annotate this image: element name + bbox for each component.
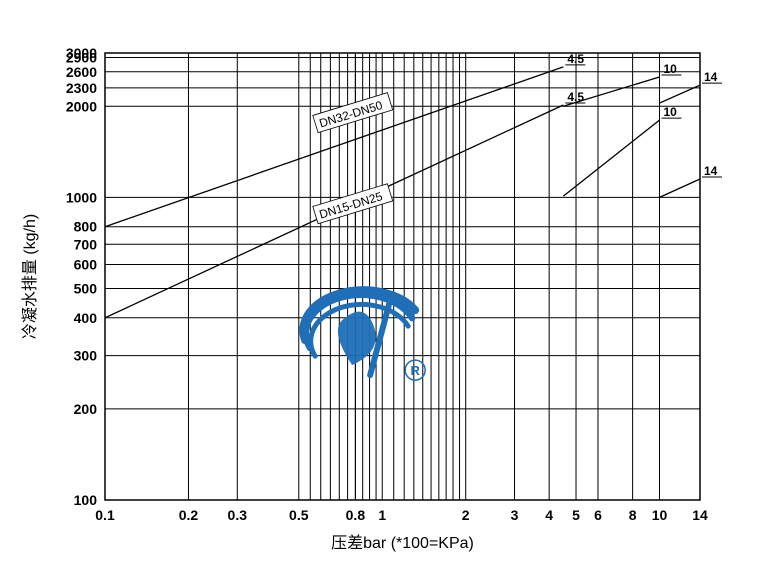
- series-label-DN15-DN25: DN15-DN25: [313, 184, 393, 224]
- y-tick-label: 2600: [66, 64, 97, 80]
- x-tick-label: 1: [378, 507, 386, 523]
- end-label: 4.5: [567, 52, 584, 66]
- y-axis-label: 冷凝水排量 (kg/h): [21, 214, 39, 339]
- logo-watermark: R: [303, 290, 425, 380]
- y-tick-label: 2000: [66, 98, 97, 114]
- x-axis-label: 压差bar (*100=KPa): [331, 534, 474, 552]
- y-tick-label: 300: [74, 348, 98, 364]
- x-tick-label: 4: [545, 507, 553, 523]
- svg-text:R: R: [410, 363, 420, 378]
- x-tick-label: 5: [572, 507, 580, 523]
- end-label: 14: [704, 164, 718, 178]
- end-label: 4.5: [567, 90, 584, 104]
- x-tick-label: 0.1: [95, 507, 115, 523]
- chart-container: 0.1 0.2 0.3 0.5 0.8 1 2 3 4 56 8 10 14 100 200 300 400 50…: [0, 0, 760, 576]
- x-tick-label: 8: [629, 507, 637, 523]
- x-tick-label: 3: [511, 507, 519, 523]
- x-tick-label: 0.2: [179, 507, 199, 523]
- svg-text:DN32-DN50: DN32-DN50: [318, 98, 385, 131]
- end-label: 10: [663, 62, 677, 76]
- chart-svg: 0.1 0.2 0.3 0.5 0.8 1 2 3 4 56 8 10 14 100 200 300 400 50…: [0, 0, 760, 576]
- x-tick-label: 10: [652, 507, 668, 523]
- x-tick-label: 2: [462, 507, 470, 523]
- y-tick-label: 700: [74, 236, 98, 252]
- end-label: 10: [663, 105, 677, 119]
- end-label: 14: [704, 70, 718, 84]
- x-tick-label: 0.8: [346, 507, 366, 523]
- y-tick-label: 500: [74, 280, 98, 296]
- y-tick-label: 200: [74, 401, 98, 417]
- x-tick-label: 0.3: [228, 507, 248, 523]
- y-tick-label: 2300: [66, 80, 97, 96]
- y-tick-label: 400: [74, 310, 98, 326]
- y-tick-label: 3000: [66, 45, 97, 61]
- y-tick-label: 800: [74, 219, 98, 235]
- y-tick-label: 600: [74, 257, 98, 273]
- series-DN15-DN25: [659, 179, 700, 197]
- x-tick-label: 14: [692, 507, 708, 523]
- svg-text:DN15-DN25: DN15-DN25: [318, 189, 385, 222]
- x-tick-label: 6: [594, 507, 602, 523]
- x-tick-label: 0.5: [289, 507, 309, 523]
- series-label-DN32-DN50: DN32-DN50: [313, 93, 393, 133]
- y-tick-label: 100: [74, 492, 98, 508]
- series-DN15-DN25: [563, 120, 659, 196]
- y-tick-label: 1000: [66, 189, 97, 205]
